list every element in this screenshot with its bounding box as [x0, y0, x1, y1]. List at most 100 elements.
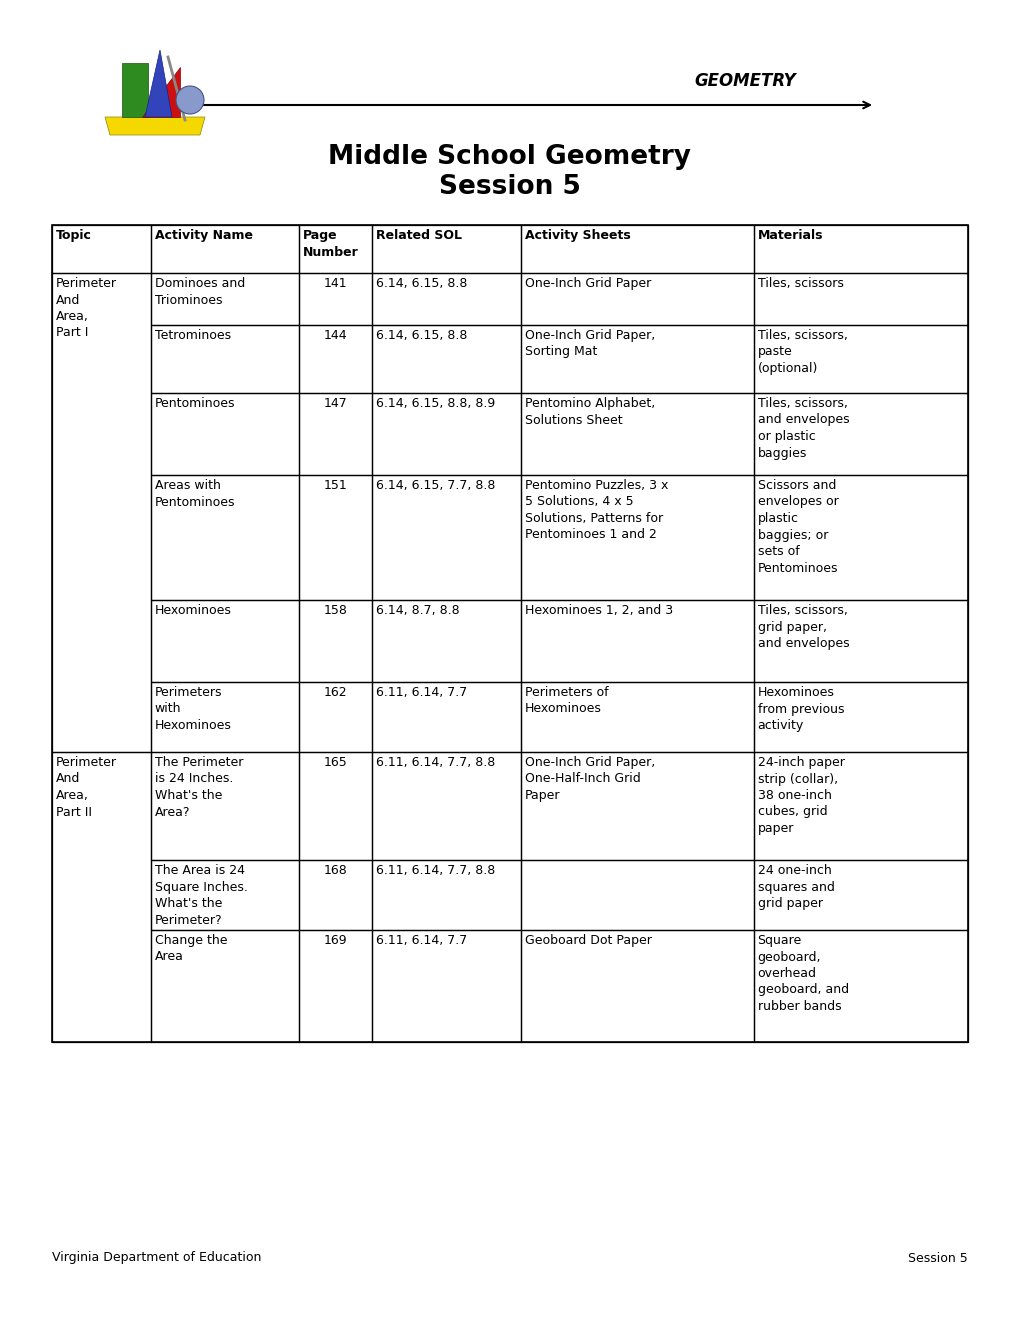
- Text: Dominoes and
Triominoes: Dominoes and Triominoes: [154, 277, 245, 306]
- Bar: [521, 682, 753, 752]
- Text: Hexominoes 1, 2, and 3: Hexominoes 1, 2, and 3: [525, 605, 673, 616]
- Text: 6.11, 6.14, 7.7, 8.8: 6.11, 6.14, 7.7, 8.8: [376, 756, 495, 770]
- Text: Tiles, scissors,
and envelopes
or plastic
baggies: Tiles, scissors, and envelopes or plasti…: [757, 397, 849, 459]
- Bar: [299, 325, 372, 393]
- Bar: [753, 325, 967, 393]
- Text: Tiles, scissors: Tiles, scissors: [757, 277, 843, 290]
- Bar: [753, 393, 967, 475]
- Text: Middle School Geometry: Middle School Geometry: [328, 144, 691, 170]
- Text: 6.11, 6.14, 7.7: 6.11, 6.14, 7.7: [376, 686, 468, 700]
- Text: The Area is 24
Square Inches.
What's the
Perimeter?: The Area is 24 Square Inches. What's the…: [154, 865, 248, 927]
- Bar: [521, 224, 753, 273]
- Bar: [299, 752, 372, 861]
- Text: Tetrominoes: Tetrominoes: [154, 329, 230, 342]
- Bar: [151, 325, 299, 393]
- Text: 6.14, 6.15, 8.8: 6.14, 6.15, 8.8: [376, 329, 468, 342]
- Bar: [753, 475, 967, 601]
- Bar: [372, 224, 521, 273]
- Text: 168: 168: [323, 865, 347, 876]
- Bar: [521, 861, 753, 931]
- Bar: [521, 393, 753, 475]
- Text: Tiles, scissors,
paste
(optional): Tiles, scissors, paste (optional): [757, 329, 847, 375]
- Text: Geoboard Dot Paper: Geoboard Dot Paper: [525, 935, 651, 946]
- Text: Related SOL: Related SOL: [376, 228, 462, 242]
- Polygon shape: [122, 63, 148, 117]
- Bar: [52, 752, 151, 1041]
- Text: 165: 165: [323, 756, 347, 770]
- Text: Tiles, scissors,
grid paper,
and envelopes: Tiles, scissors, grid paper, and envelop…: [757, 605, 849, 649]
- Bar: [753, 224, 967, 273]
- Bar: [372, 325, 521, 393]
- Bar: [753, 273, 967, 325]
- Text: 147: 147: [323, 397, 347, 411]
- Bar: [299, 682, 372, 752]
- Bar: [753, 752, 967, 861]
- Polygon shape: [142, 67, 179, 117]
- Text: One-Inch Grid Paper,
One-Half-Inch Grid
Paper: One-Inch Grid Paper, One-Half-Inch Grid …: [525, 756, 654, 803]
- Bar: [372, 273, 521, 325]
- Text: The Perimeter
is 24 Inches.
What's the
Area?: The Perimeter is 24 Inches. What's the A…: [154, 756, 243, 818]
- Bar: [753, 861, 967, 931]
- Text: One-Inch Grid Paper: One-Inch Grid Paper: [525, 277, 650, 290]
- Text: Topic: Topic: [56, 228, 92, 242]
- Bar: [151, 682, 299, 752]
- Text: Perimeter
And
Area,
Part II: Perimeter And Area, Part II: [56, 756, 117, 818]
- Text: Scissors and
envelopes or
plastic
baggies; or
sets of
Pentominoes: Scissors and envelopes or plastic baggie…: [757, 479, 838, 574]
- Bar: [151, 393, 299, 475]
- Text: 6.11, 6.14, 7.7: 6.11, 6.14, 7.7: [376, 935, 468, 946]
- Text: 6.14, 6.15, 8.8: 6.14, 6.15, 8.8: [376, 277, 468, 290]
- Text: 6.14, 6.15, 7.7, 8.8: 6.14, 6.15, 7.7, 8.8: [376, 479, 495, 492]
- Bar: [52, 273, 151, 752]
- Polygon shape: [145, 50, 172, 117]
- Bar: [299, 475, 372, 601]
- Bar: [151, 752, 299, 861]
- Bar: [521, 601, 753, 682]
- Bar: [372, 861, 521, 931]
- Text: One-Inch Grid Paper,
Sorting Mat: One-Inch Grid Paper, Sorting Mat: [525, 329, 654, 359]
- Bar: [299, 601, 372, 682]
- Bar: [299, 931, 372, 1041]
- Text: Activity Name: Activity Name: [154, 228, 253, 242]
- Bar: [151, 601, 299, 682]
- Bar: [151, 224, 299, 273]
- Text: Square
geoboard,
overhead
geoboard, and
rubber bands: Square geoboard, overhead geoboard, and …: [757, 935, 848, 1012]
- Text: 151: 151: [323, 479, 347, 492]
- Bar: [151, 861, 299, 931]
- Bar: [372, 475, 521, 601]
- Text: 162: 162: [324, 686, 347, 700]
- Text: Session 5: Session 5: [438, 174, 581, 201]
- Text: 6.14, 6.15, 8.8, 8.9: 6.14, 6.15, 8.8, 8.9: [376, 397, 495, 411]
- Bar: [372, 752, 521, 861]
- Text: 24-inch paper
strip (collar),
38 one-inch
cubes, grid
paper: 24-inch paper strip (collar), 38 one-inc…: [757, 756, 844, 836]
- Bar: [299, 393, 372, 475]
- Bar: [151, 931, 299, 1041]
- Text: Change the
Area: Change the Area: [154, 935, 227, 964]
- Circle shape: [176, 86, 204, 114]
- Bar: [753, 931, 967, 1041]
- Bar: [299, 273, 372, 325]
- Text: Page
Number: Page Number: [303, 228, 359, 259]
- Text: Activity Sheets: Activity Sheets: [525, 228, 630, 242]
- Text: GEOMETRY: GEOMETRY: [694, 73, 795, 90]
- Text: Pentominoes: Pentominoes: [154, 397, 234, 411]
- Text: 144: 144: [324, 329, 347, 342]
- Bar: [521, 752, 753, 861]
- Bar: [151, 273, 299, 325]
- Bar: [521, 273, 753, 325]
- Text: Virginia Department of Education: Virginia Department of Education: [52, 1251, 261, 1265]
- Bar: [372, 931, 521, 1041]
- Bar: [52, 224, 967, 1041]
- Bar: [151, 475, 299, 601]
- Text: 6.14, 8.7, 8.8: 6.14, 8.7, 8.8: [376, 605, 460, 616]
- Text: Pentomino Puzzles, 3 x
5 Solutions, 4 x 5
Solutions, Patterns for
Pentominoes 1 : Pentomino Puzzles, 3 x 5 Solutions, 4 x …: [525, 479, 667, 541]
- Text: Materials: Materials: [757, 228, 822, 242]
- Bar: [372, 393, 521, 475]
- Bar: [753, 601, 967, 682]
- Bar: [521, 931, 753, 1041]
- Bar: [372, 601, 521, 682]
- Text: 6.11, 6.14, 7.7, 8.8: 6.11, 6.14, 7.7, 8.8: [376, 865, 495, 876]
- Bar: [372, 682, 521, 752]
- Text: Hexominoes
from previous
activity: Hexominoes from previous activity: [757, 686, 844, 733]
- Text: Perimeter
And
Area,
Part I: Perimeter And Area, Part I: [56, 277, 117, 339]
- Text: Perimeters
with
Hexominoes: Perimeters with Hexominoes: [154, 686, 231, 733]
